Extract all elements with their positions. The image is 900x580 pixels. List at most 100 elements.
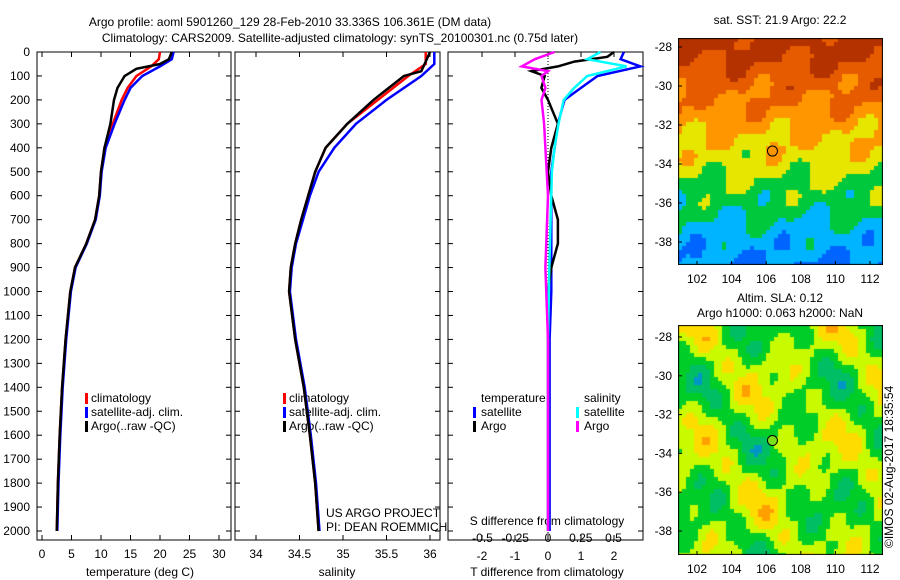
y-tick-label: 700 bbox=[10, 213, 30, 227]
y-tick-label: 600 bbox=[10, 189, 30, 203]
legend-swatch bbox=[85, 421, 88, 432]
map-lon-label: 106 bbox=[756, 562, 776, 576]
sla-map-subtitle: Argo h1000: 0.063 h2000: NaN bbox=[697, 306, 863, 320]
legend-header: temperature bbox=[481, 391, 546, 405]
x-tick-label: -1 bbox=[510, 549, 521, 563]
x-tick-label: 1 bbox=[578, 549, 585, 563]
x-tick-label: 30 bbox=[212, 547, 226, 561]
sla-map bbox=[678, 325, 883, 555]
y-tick-label: 200 bbox=[10, 93, 30, 107]
map-lon-label: 102 bbox=[687, 272, 707, 286]
panel-frame bbox=[447, 51, 644, 541]
series-line-climatology bbox=[55, 51, 162, 532]
map-lat-label: -28 bbox=[655, 330, 673, 344]
map-lon-label: 112 bbox=[860, 272, 879, 286]
series-line-satellite-adj-clim- bbox=[56, 51, 175, 532]
series-line-argo-raw-qc- bbox=[55, 51, 173, 532]
x-tick-label: 2 bbox=[611, 549, 618, 563]
legend-swatch bbox=[85, 393, 88, 404]
map-lon-label: 106 bbox=[756, 272, 776, 286]
x-tick-label: 34.5 bbox=[288, 547, 312, 561]
series-line-salinity-argo bbox=[518, 50, 555, 531]
x-tick-label: 34 bbox=[249, 547, 263, 561]
sla-map-title: Altim. SLA: 0.12 bbox=[737, 291, 823, 305]
map-lon-label: 104 bbox=[722, 272, 742, 286]
temp-xlabel: temperature (deg C) bbox=[86, 565, 194, 579]
y-tick-label: 100 bbox=[10, 69, 30, 83]
map-lat-label: -28 bbox=[655, 40, 673, 54]
series-line-temperature-satellite bbox=[548, 51, 645, 531]
y-tick-label: 1200 bbox=[3, 332, 30, 346]
s-tick-label: -0.5 bbox=[472, 531, 493, 545]
y-tick-label: 1000 bbox=[3, 285, 30, 299]
series-line-argo-raw-qc- bbox=[287, 51, 432, 532]
map-lat-label: -34 bbox=[655, 446, 673, 460]
legend-swatch bbox=[576, 407, 579, 418]
credit-text: ©IMOS 02-Aug-2017 18:35:54 bbox=[882, 385, 896, 548]
x-tick-label: 35.5 bbox=[375, 547, 399, 561]
legend-header: salinity bbox=[584, 391, 621, 405]
y-tick-label: 500 bbox=[10, 165, 30, 179]
argo-position-marker bbox=[766, 145, 778, 157]
x-tick-label: 10 bbox=[94, 547, 108, 561]
map-lon-label: 104 bbox=[722, 562, 742, 576]
sst-map bbox=[678, 38, 883, 265]
legend-label: satellite-adj. clim. bbox=[91, 405, 183, 419]
legend-label: climatology bbox=[289, 391, 349, 405]
sst-map-title: sat. SST: 21.9 Argo: 22.2 bbox=[714, 13, 847, 27]
x-tick-label: 35 bbox=[336, 547, 350, 561]
legend-label: climatology bbox=[91, 391, 151, 405]
y-tick-label: 1800 bbox=[3, 476, 30, 490]
y-tick-label: 300 bbox=[10, 117, 30, 131]
project-annotation: US ARGO PROJECT bbox=[326, 506, 441, 520]
y-tick-label: 1100 bbox=[4, 308, 30, 322]
map-lat-label: -32 bbox=[655, 118, 673, 132]
x-tick-label: 0 bbox=[545, 549, 552, 563]
map-lat-label: -34 bbox=[655, 157, 673, 171]
legend-swatch bbox=[473, 407, 476, 418]
map-lon-label: 102 bbox=[687, 562, 707, 576]
map-lon-label: 108 bbox=[791, 272, 811, 286]
argo-position-marker bbox=[766, 435, 778, 447]
map-lon-label: 110 bbox=[826, 272, 845, 286]
y-tick-label: 2000 bbox=[3, 524, 30, 538]
series-line-salinity-satellite bbox=[546, 50, 627, 531]
legend-swatch bbox=[283, 393, 286, 404]
x-tick-label: 5 bbox=[68, 547, 75, 561]
panel-frame bbox=[234, 51, 441, 541]
x-tick-label: 15 bbox=[124, 547, 138, 561]
s-tick-label: 0 bbox=[545, 531, 552, 545]
map-lat-label: -30 bbox=[655, 79, 673, 93]
figure-subtitle: Climatology: CARS2009. Satellite-adjuste… bbox=[102, 31, 578, 45]
legend-swatch bbox=[283, 407, 286, 418]
legend-label: Argo(..raw -QC) bbox=[91, 419, 176, 433]
y-tick-label: 1600 bbox=[3, 428, 30, 442]
y-tick-label: 1900 bbox=[3, 500, 30, 514]
y-tick-label: 900 bbox=[10, 261, 30, 275]
legend-label: satellite bbox=[584, 405, 625, 419]
y-tick-label: 1400 bbox=[3, 380, 30, 394]
map-lat-label: -38 bbox=[655, 524, 673, 538]
y-tick-label: 0 bbox=[23, 45, 30, 59]
tdiff-xlabel: T difference from climatology bbox=[470, 565, 624, 579]
legend-swatch bbox=[85, 407, 88, 418]
legend-label: Argo bbox=[481, 419, 507, 433]
map-lat-label: -36 bbox=[655, 196, 673, 210]
series-line-temperature-argo bbox=[526, 50, 615, 531]
y-tick-label: 800 bbox=[10, 237, 30, 251]
y-tick-label: 400 bbox=[10, 141, 30, 155]
x-tick-label: -2 bbox=[477, 549, 488, 563]
map-lat-label: -32 bbox=[655, 408, 673, 422]
figure-title: Argo profile: aoml 5901260_129 28-Feb-20… bbox=[89, 15, 491, 29]
map-lat-label: -38 bbox=[655, 235, 673, 249]
s-tick-label: -0.25 bbox=[502, 531, 530, 545]
x-tick-label: 20 bbox=[153, 547, 167, 561]
map-lat-label: -30 bbox=[655, 369, 673, 383]
x-tick-label: 36 bbox=[423, 547, 437, 561]
legend-label: satellite bbox=[481, 405, 522, 419]
s-tick-label: 0.5 bbox=[605, 531, 622, 545]
legend-swatch bbox=[473, 421, 476, 432]
s-tick-label: 0.25 bbox=[569, 531, 593, 545]
legend-swatch bbox=[283, 421, 286, 432]
